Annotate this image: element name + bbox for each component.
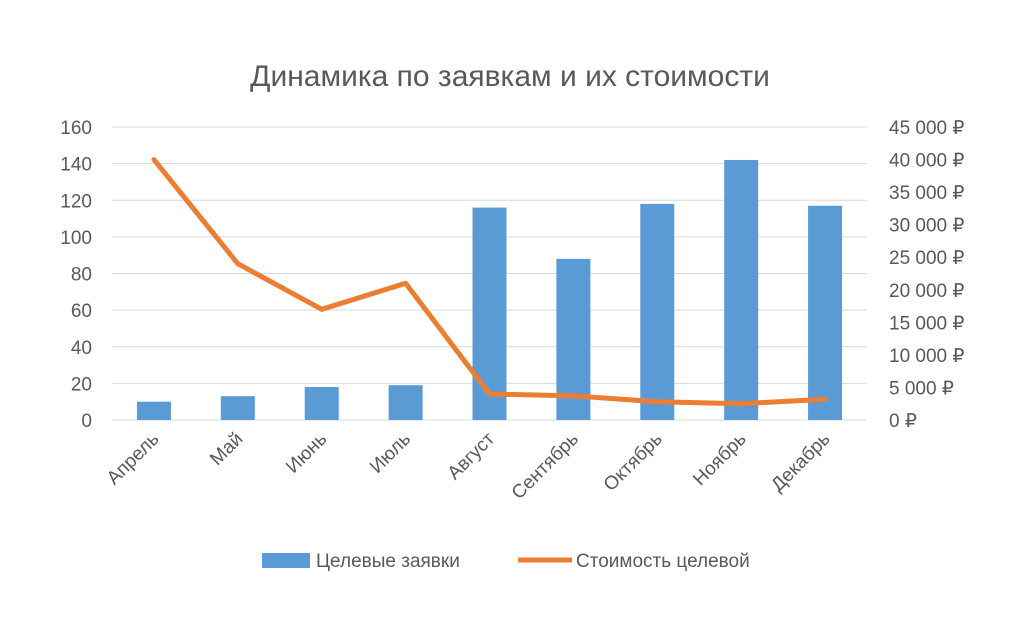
y-right-tick-label: 10 000 ₽ xyxy=(889,346,964,367)
y-right-tick-label: 0 ₽ xyxy=(889,411,917,432)
y-left-tick-label: 60 xyxy=(71,301,92,322)
x-tick-label: Май xyxy=(206,429,247,470)
bar-series xyxy=(136,159,843,420)
x-tick-label: Ноябрь xyxy=(689,429,751,491)
y-right-tick-label: 40 000 ₽ xyxy=(889,151,964,172)
y-left-tick-label: 160 xyxy=(60,118,92,139)
bar xyxy=(136,401,171,420)
left-axis: 160 140 120 100 80 60 40 20 0 xyxy=(60,118,92,432)
y-left-tick-label: 40 xyxy=(71,338,92,359)
bar xyxy=(220,396,255,420)
chart-title: Динамика по заявкам и их стоимости xyxy=(250,60,770,93)
y-right-tick-label: 30 000 ₽ xyxy=(889,216,964,237)
line-series xyxy=(151,157,828,407)
legend-label-bar: Целевые заявки xyxy=(316,551,460,572)
bar xyxy=(724,159,759,420)
y-right-tick-label: 35 000 ₽ xyxy=(889,183,964,204)
bar xyxy=(472,207,507,420)
bar xyxy=(388,385,423,420)
y-right-tick-label: 25 000 ₽ xyxy=(889,248,964,269)
y-right-tick-label: 5 000 ₽ xyxy=(889,378,954,399)
y-right-tick-label: 20 000 ₽ xyxy=(889,281,964,302)
bar xyxy=(304,387,339,420)
x-axis: Апрель Май Июнь Июль Август Сентябрь Октябрь Но… xyxy=(103,428,835,503)
y-left-tick-label: 120 xyxy=(60,191,92,212)
x-tick-label: Сентябрь xyxy=(508,429,583,504)
y-left-tick-label: 20 xyxy=(71,374,92,395)
y-right-tick-label: 15 000 ₽ xyxy=(889,313,964,334)
series-line xyxy=(151,157,828,407)
x-tick-label: Декабрь xyxy=(767,429,834,496)
legend-swatch-bar xyxy=(262,553,310,568)
x-tick-label: Август xyxy=(444,428,499,483)
x-tick-label: Апрель xyxy=(103,429,163,489)
bar xyxy=(556,258,591,420)
x-tick-label: Октябрь xyxy=(600,429,667,496)
x-tick-label: Июнь xyxy=(282,429,331,478)
bar xyxy=(808,205,843,420)
x-tick-label: Июль xyxy=(366,429,415,478)
y-left-tick-label: 100 xyxy=(60,228,92,249)
right-axis: 45 000 ₽ 40 000 ₽ 35 000 ₽ 30 000 ₽ 25 000 ₽… xyxy=(889,118,964,432)
bar xyxy=(640,203,675,420)
y-left-tick-label: 140 xyxy=(60,155,92,176)
y-right-tick-label: 45 000 ₽ xyxy=(889,118,964,139)
legend: Целевые заявки Стоимость целевой xyxy=(262,551,750,572)
y-left-tick-label: 0 xyxy=(81,411,92,432)
legend-label-line: Стоимость целевой xyxy=(576,551,750,572)
y-left-tick-label: 80 xyxy=(71,265,92,286)
